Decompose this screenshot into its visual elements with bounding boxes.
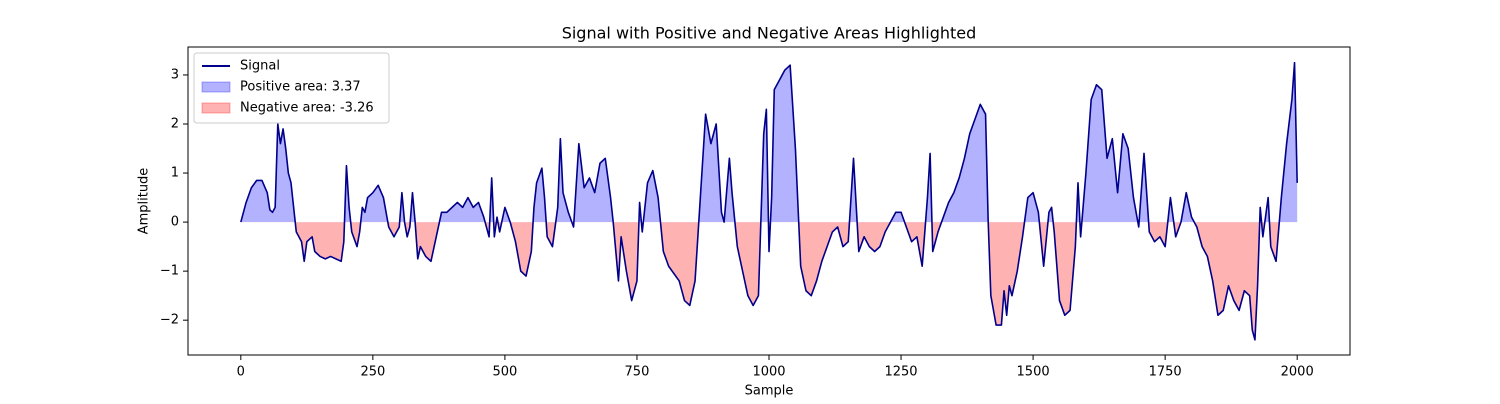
y-tick-label: 3 <box>171 67 179 82</box>
x-tick-label: 500 <box>492 365 517 380</box>
x-tick-label: 750 <box>625 365 650 380</box>
legend-swatch <box>201 81 231 93</box>
x-tick-label: 1250 <box>884 365 917 380</box>
y-axis-label: Amplitude <box>137 168 152 235</box>
y-tick-label: 0 <box>171 215 179 230</box>
x-tick-label: 1000 <box>752 365 785 380</box>
x-tick-label: 2000 <box>1281 365 1314 380</box>
y-tick-label: 1 <box>171 166 179 181</box>
x-tick-label: 250 <box>360 365 385 380</box>
signal-line <box>240 61 1298 341</box>
legend-label: Positive area: 3.37 <box>240 80 361 95</box>
legend-label: Signal <box>240 59 280 74</box>
area-above <box>240 62 1298 223</box>
legend-box <box>193 52 390 124</box>
y-tick-label: 2 <box>171 117 179 132</box>
x-tick-label: 1750 <box>1149 365 1182 380</box>
legend-label: Negative area: -3.26 <box>240 101 374 116</box>
y-tick-label: −1 <box>160 264 179 279</box>
legend-swatch <box>201 102 231 114</box>
x-tick-label: 0 <box>237 365 245 380</box>
chart-title: Signal with Positive and Negative Areas … <box>562 24 977 43</box>
plot-frame <box>187 46 1351 356</box>
x-axis-label: Sample <box>745 384 794 399</box>
y-tick-label: −2 <box>160 313 179 328</box>
x-tick-label: 1500 <box>1017 365 1050 380</box>
